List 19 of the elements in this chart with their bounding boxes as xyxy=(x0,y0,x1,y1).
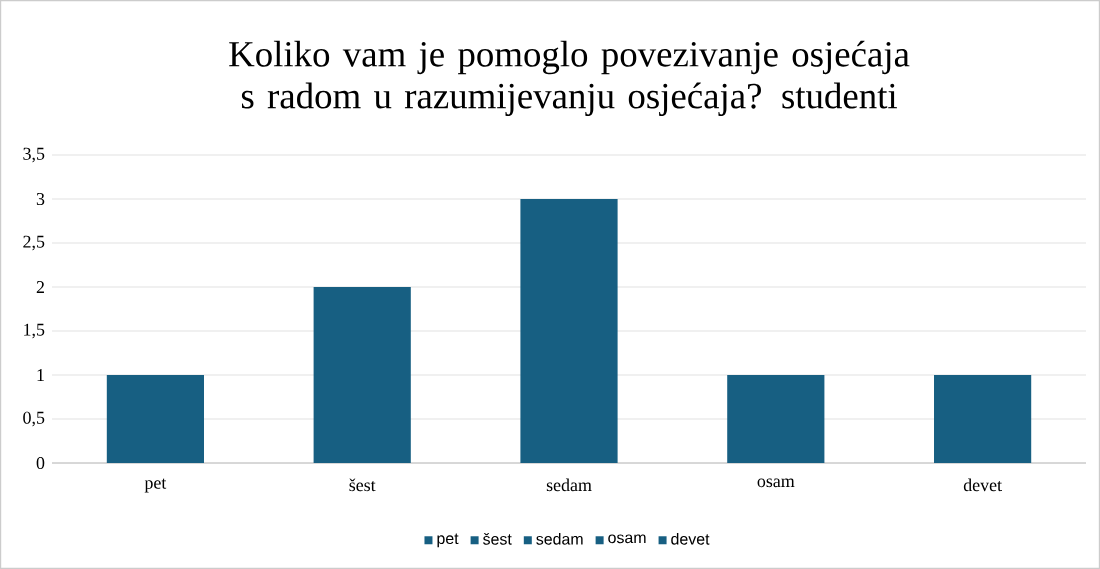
y-tick-label: 2 xyxy=(36,281,44,293)
y-tick-label: 3 xyxy=(36,192,45,206)
x-tick-label: pet xyxy=(144,478,167,493)
legend-label: osam xyxy=(608,534,646,544)
x-tick-label: devet xyxy=(963,478,1002,492)
y-tick-label: 1,5 xyxy=(24,323,45,339)
x-tick-label: šest xyxy=(349,478,376,492)
y-tick-label: 0 xyxy=(36,456,45,470)
legend-label: pet xyxy=(437,533,459,548)
legend-label: sedam xyxy=(536,532,583,545)
y-tick-label: 1 xyxy=(37,369,44,381)
y-tick-label: 0,5 xyxy=(23,411,45,427)
chart-title: Koliko vam je pomoglo povezivanje osjećaja s radom u razumijevanju osjećaja? studenti xyxy=(229,40,910,117)
x-tick-label: sedam xyxy=(546,478,592,492)
x-tick-label: osam xyxy=(757,478,795,488)
legend-label: šest xyxy=(483,532,512,545)
y-tick-label: 2,5 xyxy=(23,235,45,251)
y-tick-label: 3,5 xyxy=(23,147,45,163)
legend-label: devet xyxy=(671,532,710,545)
